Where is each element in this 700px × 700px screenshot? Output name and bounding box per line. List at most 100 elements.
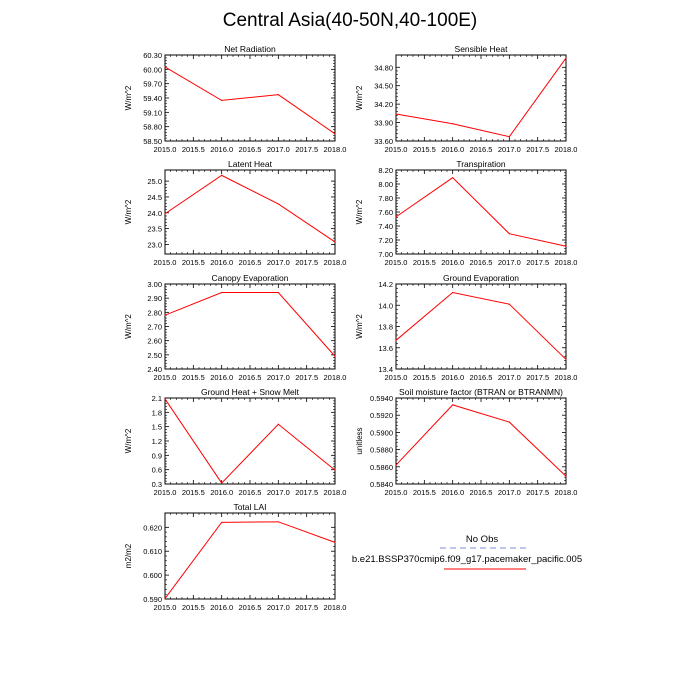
data-point-ground-evaporation [565,358,567,361]
y-tick-label: 1.2 [152,437,162,446]
panel-title-total-lai: Total LAI [233,502,266,512]
panel-title-soil-moisture-factor-btran-or-btranmn: Soil moisture factor (BTRAN or BTRANMN) [399,387,563,397]
y-tick-label: 14.0 [378,301,393,310]
y-tick-label: 7.60 [378,208,393,217]
data-point-latent-heat [277,203,279,205]
x-tick-label: 2017.0 [498,373,521,382]
series-line-net-radiation [164,66,336,135]
y-tick-label: 2.60 [147,337,162,346]
y-tick-label: 1.8 [152,408,162,417]
y-tick-label: 59.40 [143,94,162,103]
y-tick-label: 34.80 [374,63,393,72]
x-tick-label: 2017.0 [498,488,521,497]
data-point-ground-evaporation [395,339,397,341]
data-point-sensible-heat [452,123,454,125]
series-line-sensible-heat [395,57,567,138]
x-tick-label: 2017.5 [295,373,318,382]
y-tick-label: 25.0 [147,177,162,186]
panel-title-sensible-heat: Sensible Heat [455,44,509,54]
x-tick-label: 2015.5 [182,373,205,382]
x-tick-label: 2018.0 [555,145,578,154]
panel-canopy-evaporation: Canopy Evaporation 2015.0 2015.5 2016.0 2016… [124,273,346,382]
series-line-total-lai [164,521,336,599]
x-tick-label: 2016.0 [210,488,233,497]
y-tick-label: 24.5 [147,193,162,202]
data-point-canopy-evaporation [334,355,336,357]
y-tick-label: 7.00 [378,250,393,259]
y-tick-label: 13.6 [378,344,393,353]
x-tick-label: 2018.0 [324,145,347,154]
y-axis-label-total-lai: m2/m2 [124,543,133,568]
x-tick-label: 2017.0 [267,488,290,497]
x-tick-label: 2016.5 [239,603,262,612]
x-tick-label: 2017.5 [526,373,549,382]
x-tick-label: 2017.0 [267,373,290,382]
x-tick-label: 2017.0 [498,258,521,267]
series-line-ground-heat-snow-melt [164,398,336,484]
data-point-total-lai [164,597,166,600]
data-point-net-radiation [334,133,336,135]
x-tick-label: 2015.5 [413,258,436,267]
y-tick-label: 58.50 [143,137,162,146]
y-tick-label: 0.3 [152,480,162,489]
y-tick-label: 0.6 [152,466,162,475]
data-point-ground-heat-snow-melt [334,469,336,471]
data-point-transpiration [565,245,567,247]
data-point-canopy-evaporation [221,291,223,294]
x-tick-label: 2017.5 [526,488,549,497]
y-tick-label: 2.1 [152,394,162,403]
x-tick-label: 2016.5 [239,145,262,154]
legend: No Obs b.e21.BSSP370cmip6.f09_g17.pacema… [340,530,610,575]
x-tick-label: 2015.5 [182,258,205,267]
y-tick-label: 0.5900 [370,428,393,437]
panel-transpiration: Transpiration 2015.0 2015.5 2016.0 2016.5 201… [355,159,577,267]
data-point-soil-moisture-factor-btran-or-btranmn [565,475,567,477]
y-tick-label: 34.50 [374,82,393,91]
x-tick-label: 2017.0 [267,603,290,612]
x-tick-label: 2017.5 [295,258,318,267]
x-tick-label: 2016.5 [470,488,493,497]
y-tick-label: 24.0 [147,209,162,218]
y-tick-label: 0.5860 [370,463,393,472]
x-tick-label: 2018.0 [324,488,347,497]
x-tick-label: 2017.5 [526,258,549,267]
x-tick-label: 2015.0 [154,258,177,267]
figure-title: Central Asia(40-50N,40-100E) [222,10,478,31]
plot-frame-sensible-heat [395,54,567,142]
y-tick-label: 2.90 [147,294,162,303]
y-tick-label: 0.5840 [370,480,393,489]
x-tick-label: 2015.5 [413,145,436,154]
x-tick-label: 2015.0 [154,373,177,382]
y-tick-label: 13.8 [378,323,393,332]
y-axis-label-ground-evaporation: W/m^2 [355,314,364,339]
y-tick-label: 0.610 [143,547,162,556]
x-tick-label: 2018.0 [555,373,578,382]
x-tick-label: 2016.0 [210,258,233,267]
plot-frame-ground-heat-snow-melt [164,397,336,485]
y-tick-label: 0.9 [152,451,162,460]
data-point-latent-heat [221,174,223,176]
y-tick-label: 13.4 [378,365,393,374]
x-tick-label: 2015.0 [385,145,408,154]
x-tick-label: 2016.5 [470,373,493,382]
y-tick-label: 0.590 [143,595,162,604]
x-tick-label: 2016.0 [210,145,233,154]
x-tick-label: 2017.5 [295,603,318,612]
y-tick-label: 59.70 [143,80,162,89]
y-tick-label: 2.80 [147,308,162,317]
data-point-latent-heat [164,213,166,215]
x-tick-label: 2017.5 [295,145,318,154]
x-tick-label: 2015.5 [182,488,205,497]
data-point-soil-moisture-factor-btran-or-btranmn [395,464,397,466]
y-tick-label: 34.20 [374,100,393,109]
y-tick-label: 0.5880 [370,446,393,455]
panel-title-transpiration: Transpiration [456,159,506,169]
y-tick-label: 3.00 [147,280,162,289]
panel-ground-heat-snow-melt: Ground Heat + Snow Melt 2015.0 2015.5 2016.… [124,387,346,497]
x-tick-label: 2016.5 [239,488,262,497]
x-tick-label: 2018.0 [324,373,347,382]
data-point-latent-heat [334,241,336,243]
y-tick-label: 8.20 [378,166,393,175]
plot-frame-total-lai [164,512,336,600]
